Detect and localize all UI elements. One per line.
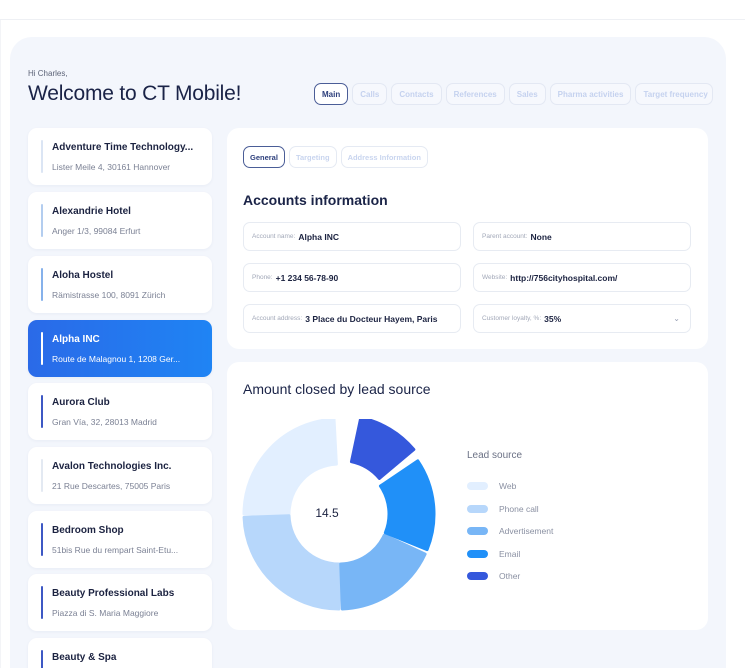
- customer-loyalty-select[interactable]: Customer loyalty, %: 35% ⌄: [473, 304, 691, 333]
- account-address: Gran Vía, 32, 28013 Madrid: [52, 417, 157, 427]
- greeting-text: Hi Charles,: [28, 69, 68, 78]
- account-address: 51bis Rue du rempart Saint-Etu...: [52, 545, 179, 555]
- legend-item-email[interactable]: Email: [467, 543, 553, 566]
- account-name: Beauty & Spa: [52, 652, 117, 663]
- account-name: Avalon Technologies Inc.: [52, 461, 172, 472]
- legend-item-phone-call[interactable]: Phone call: [467, 498, 553, 521]
- field-value: 35%: [544, 313, 562, 324]
- account-name: Aurora Club: [52, 397, 110, 408]
- account-card-alpha-inc[interactable]: Alpha INC Route de Malagnou 1, 1208 Ger.…: [28, 320, 212, 377]
- account-name: Beauty Professional Labs: [52, 588, 175, 599]
- legend-item-advertisement[interactable]: Advertisement: [467, 520, 553, 543]
- accent-bar: [41, 459, 43, 492]
- legend-label: Web: [499, 481, 517, 492]
- accent-bar: [41, 204, 43, 237]
- account-name: Adventure Time Technology...: [52, 142, 194, 153]
- donut-segment-advertisement[interactable]: [339, 533, 427, 611]
- tab-references[interactable]: References: [445, 83, 505, 105]
- field-label: Website:: [482, 274, 508, 281]
- accent-bar: [41, 268, 43, 301]
- legend-label: Advertisement: [499, 526, 554, 537]
- tab-calls[interactable]: Calls: [352, 83, 388, 105]
- account-card-beauty-spa[interactable]: Beauty & Spa: [28, 638, 212, 668]
- legend-item-web[interactable]: Web: [467, 475, 553, 498]
- account-address-field[interactable]: Account address: 3 Place du Docteur Haye…: [243, 304, 461, 333]
- field-label: Customer loyalty, %:: [482, 315, 542, 322]
- section-title: Accounts information: [243, 192, 388, 208]
- top-divider: [0, 19, 745, 20]
- page-title: Welcome to CT Mobile!: [28, 82, 242, 105]
- field-label: Account name:: [252, 233, 296, 240]
- account-address: Lister Meile 4, 30161 Hannover: [52, 162, 171, 172]
- account-name: Bedroom Shop: [52, 525, 124, 536]
- donut-segment-email[interactable]: [378, 459, 436, 552]
- accent-bar: [41, 395, 43, 428]
- legend-swatch: [467, 504, 488, 513]
- accent-bar: [41, 332, 43, 365]
- accent-bar: [41, 586, 43, 619]
- accent-bar: [41, 140, 43, 173]
- field-value: Alpha INC: [298, 231, 339, 242]
- account-address: Piazza di S. Maria Maggiore: [52, 608, 159, 618]
- chevron-down-icon[interactable]: ⌄: [673, 314, 680, 323]
- chart-title: Amount closed by lead source: [243, 381, 431, 397]
- tab-main[interactable]: Main: [314, 83, 349, 105]
- accent-bar: [41, 523, 43, 556]
- website-field[interactable]: Website: http://756cityhospital.com/: [473, 263, 691, 292]
- legend-label: Email: [499, 548, 521, 559]
- legend-title: Lead source: [467, 450, 523, 461]
- subtab-targeting[interactable]: Targeting: [288, 146, 337, 168]
- field-value: http://756cityhospital.com/: [510, 272, 618, 283]
- lead-source-chart-card: Amount closed by lead source 14.5 Lead s…: [227, 362, 708, 630]
- main-tabs: Main Calls Contacts References Sales Pha…: [314, 83, 714, 105]
- info-subtabs: General Targeting Address Information: [243, 146, 428, 168]
- field-value: +1 234 56-78-90: [275, 272, 339, 283]
- phone-field[interactable]: Phone: +1 234 56-78-90: [243, 263, 461, 292]
- account-card-avalon-technologies[interactable]: Avalon Technologies Inc. 21 Rue Descarte…: [28, 447, 212, 504]
- account-card-aurora-club[interactable]: Aurora Club Gran Vía, 32, 28013 Madrid: [28, 383, 212, 440]
- account-card-beauty-professional-labs[interactable]: Beauty Professional Labs Piazza di S. Ma…: [28, 574, 212, 631]
- donut-chart: [242, 419, 436, 611]
- donut-segment-web[interactable]: [242, 419, 338, 516]
- field-value: None: [530, 231, 552, 242]
- tab-contacts[interactable]: Contacts: [391, 83, 442, 105]
- account-name: Alexandrie Hotel: [52, 206, 131, 217]
- donut-center-value: 14.5: [315, 506, 339, 520]
- donut-segment-other[interactable]: [349, 419, 416, 480]
- left-divider: [0, 20, 1, 668]
- account-name: Aloha Hostel: [52, 270, 114, 281]
- subtab-address-information[interactable]: Address Information: [340, 146, 428, 168]
- account-card-bedroom-shop[interactable]: Bedroom Shop 51bis Rue du rempart Saint-…: [28, 511, 212, 568]
- legend-label: Other: [499, 571, 521, 582]
- tab-pharma-activities[interactable]: Pharma activities: [549, 83, 632, 105]
- account-card-adventure-time[interactable]: Adventure Time Technology... Lister Meil…: [28, 128, 212, 185]
- field-label: Account address:: [252, 315, 303, 322]
- legend-swatch: [467, 527, 488, 536]
- account-address: Anger 1/3, 99084 Erfurt: [52, 226, 141, 236]
- tab-target-frequency[interactable]: Target frequency: [635, 83, 714, 105]
- accounts-info-card: General Targeting Address Information Ac…: [227, 128, 708, 349]
- legend-swatch: [467, 572, 488, 581]
- account-address: Rämistrasse 100, 8091 Zürich: [52, 290, 166, 300]
- account-name: Alpha INC: [52, 334, 100, 345]
- tab-sales[interactable]: Sales: [508, 83, 546, 105]
- field-label: Parent account:: [482, 233, 528, 240]
- legend-swatch: [467, 482, 488, 491]
- account-name-field[interactable]: Account name: Alpha INC: [243, 222, 461, 251]
- account-card-aloha-hostel[interactable]: Aloha Hostel Rämistrasse 100, 8091 Züric…: [28, 256, 212, 313]
- accent-bar: [41, 650, 43, 668]
- account-address: 21 Rue Descartes, 75005 Paris: [52, 481, 171, 491]
- legend-item-other[interactable]: Other: [467, 565, 553, 588]
- parent-account-field[interactable]: Parent account: None: [473, 222, 691, 251]
- field-value: 3 Place du Docteur Hayem, Paris: [305, 313, 438, 324]
- account-address: Route de Malagnou 1, 1208 Ger...: [52, 354, 181, 364]
- chart-legend: Lead source Web Phone call Advertisement…: [467, 450, 553, 588]
- subtab-general[interactable]: General: [243, 146, 285, 168]
- donut-segment-phone-call[interactable]: [242, 514, 341, 611]
- legend-swatch: [467, 549, 488, 558]
- field-label: Phone:: [252, 274, 273, 281]
- legend-label: Phone call: [499, 503, 539, 514]
- account-card-alexandrie-hotel[interactable]: Alexandrie Hotel Anger 1/3, 99084 Erfurt: [28, 192, 212, 249]
